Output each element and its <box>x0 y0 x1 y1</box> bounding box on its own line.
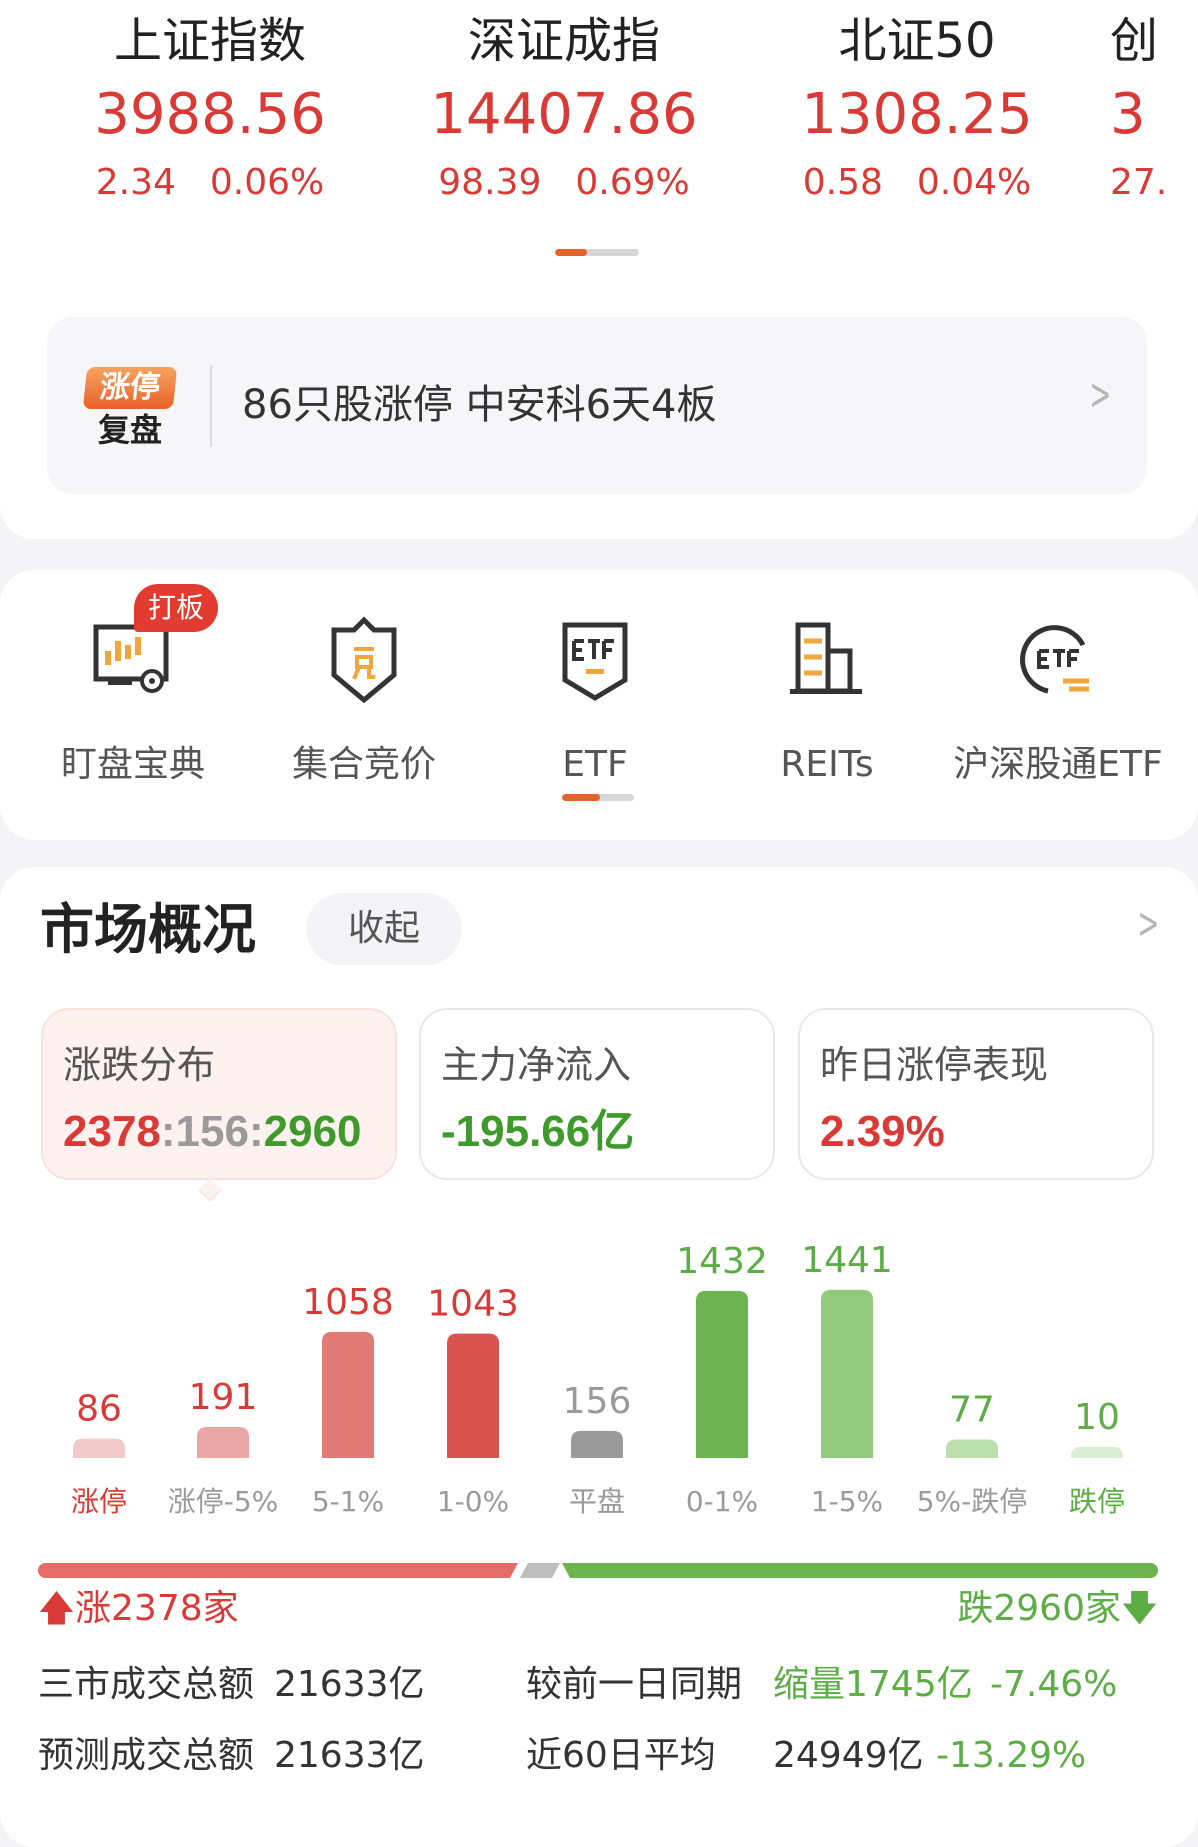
turnover-value: 21633亿 <box>274 1664 425 1705</box>
yesterday-limit-up-tab[interactable]: 昨日涨停表现 2.39% <box>798 1008 1154 1180</box>
bar-0 <box>73 1438 125 1458</box>
rise-fall-bar-chart: 86 涨停 191 涨停-5% 1058 5-1% 1043 1-0% 156 平盘 1432 0-1… <box>71 1240 1125 1518</box>
index-name: 深证成指 <box>467 13 660 69</box>
divider <box>210 365 212 447</box>
bar-value-label: 191 <box>189 1377 258 1418</box>
index-page-indicator <box>555 249 639 256</box>
etf-icon <box>480 610 710 710</box>
shield-bid-icon <box>249 610 479 710</box>
bar-7 <box>946 1439 998 1458</box>
up-count: 🡅涨2378家 <box>38 1588 239 1629</box>
category-label: 5-1% <box>312 1485 384 1518</box>
index-value: 3 <box>1110 82 1146 147</box>
bar-3 <box>447 1333 499 1458</box>
turnover-label: 三市成交总额 <box>38 1664 255 1705</box>
index-value: 14407.86 <box>430 82 698 147</box>
avg60-label: 近60日平均 <box>526 1735 716 1776</box>
rise-fall-distribution-tab[interactable]: 涨跌分布 2378:156:2960 <box>41 1008 397 1180</box>
tool-etf[interactable]: ETF <box>480 610 710 790</box>
bar-5 <box>696 1290 748 1458</box>
chevron-right-icon: > <box>1089 369 1112 420</box>
down-count: 跌2960家🡇 <box>957 1588 1158 1629</box>
index-change: 27. <box>1110 162 1168 203</box>
breadth-bar-up <box>38 1563 518 1578</box>
tool-label: 盯盘宝典 <box>60 744 205 785</box>
index-name: 上证指数 <box>113 13 306 69</box>
bar-value-label: 10 <box>1074 1397 1120 1438</box>
compare-label: 较前一日同期 <box>526 1664 743 1705</box>
index-item[interactable]: 深证成指 14407.86 98.39 0.69% <box>404 10 724 208</box>
index-change: 0.58 0.04% <box>802 162 1032 203</box>
bar-6 <box>821 1289 873 1458</box>
bar-value-label: 1441 <box>801 1240 893 1281</box>
index-item[interactable]: 北证50 1308.25 0.58 0.04% <box>757 10 1077 208</box>
index-name: 创 <box>1110 13 1159 69</box>
category-label: 1-5% <box>811 1485 883 1518</box>
index-value: 3988.56 <box>94 82 326 147</box>
main-net-inflow-tab[interactable]: 主力净流入 -195.66亿 <box>419 1008 775 1180</box>
compare-pct: -7.46% <box>990 1664 1118 1705</box>
monitor-candlestick-icon <box>18 610 248 710</box>
avg60-pct: -13.29% <box>936 1735 1087 1776</box>
etf-exchange-icon <box>943 610 1173 710</box>
bar-value-label: 1432 <box>676 1241 768 1282</box>
tool-etf-exchange[interactable]: 沪深股通ETF <box>943 610 1173 790</box>
arrow-up-icon: 🡅 <box>38 1588 76 1629</box>
banner-text: 86只股涨停 中安科6天4板 <box>242 382 717 428</box>
index-name: 北证50 <box>838 13 996 69</box>
forecast-label: 预测成交总额 <box>38 1735 255 1776</box>
category-label: 涨停-5% <box>168 1485 279 1518</box>
bar-4 <box>571 1430 623 1458</box>
index-item[interactable]: 上证指数 3988.56 2.34 0.06% <box>50 10 370 208</box>
bar-value-label: 86 <box>76 1389 122 1430</box>
breadth-bar-flat <box>520 1563 560 1578</box>
breadth-bar-down <box>562 1563 1158 1578</box>
tool-label: 沪深股通ETF <box>953 744 1163 785</box>
tools-page-indicator <box>562 794 634 801</box>
bar-2 <box>322 1331 374 1458</box>
tool-monitor-candlestick[interactable]: 盯盘宝典 <box>18 610 248 790</box>
bar-value-label: 1058 <box>302 1282 394 1323</box>
tool-label: REITs <box>780 744 874 785</box>
forecast-value: 21633亿 <box>274 1735 425 1776</box>
tool-label: 集合竞价 <box>291 744 436 785</box>
bar-value-label: 77 <box>949 1390 995 1431</box>
category-label: 5%-跌停 <box>917 1485 1028 1518</box>
chevron-right-icon[interactable]: > <box>1137 898 1160 949</box>
index-item[interactable]: 创 3 27. <box>1110 10 1198 208</box>
category-label: 1-0% <box>437 1485 509 1518</box>
compare-value: 缩量1745亿 <box>773 1664 973 1705</box>
tool-shield-bid[interactable]: 集合竞价 <box>249 610 479 790</box>
bar-8 <box>1071 1446 1123 1458</box>
category-label: 平盘 <box>569 1485 625 1518</box>
section-title: 市场概况 <box>40 898 256 961</box>
category-label: 0-1% <box>686 1485 758 1518</box>
category-label: 跌停 <box>1069 1485 1125 1518</box>
tool-badge: 打板 <box>134 584 219 632</box>
limit-up-review-banner[interactable]: 涨停 复盘 86只股涨停 中安科6天4板 > <box>47 317 1147 494</box>
tool-label: ETF <box>562 744 628 785</box>
collapse-button[interactable]: 收起 <box>306 893 462 965</box>
bar-value-label: 156 <box>563 1381 632 1422</box>
index-value: 1308.25 <box>801 82 1033 147</box>
avg60-value: 24949亿 <box>773 1735 924 1776</box>
index-change: 98.39 0.69% <box>438 162 690 203</box>
tool-building[interactable]: REITs <box>712 610 942 790</box>
index-change: 2.34 0.06% <box>95 162 325 203</box>
bar-1 <box>197 1427 249 1458</box>
building-icon <box>712 610 942 710</box>
bar-value-label: 1043 <box>427 1284 519 1325</box>
limit-up-review-logo: 涨停 复盘 <box>82 367 178 451</box>
arrow-down-icon: 🡇 <box>1120 1588 1158 1629</box>
category-label: 涨停 <box>71 1485 127 1518</box>
